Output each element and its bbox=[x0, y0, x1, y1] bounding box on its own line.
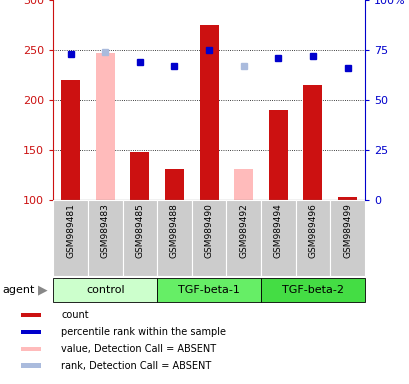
Bar bbox=[337, 197, 356, 200]
Bar bbox=[157, 278, 261, 302]
Bar bbox=[295, 200, 330, 276]
Bar bbox=[226, 200, 261, 276]
Bar bbox=[130, 152, 149, 200]
Text: agent: agent bbox=[2, 285, 34, 295]
Bar bbox=[157, 200, 191, 276]
Text: value, Detection Call = ABSENT: value, Detection Call = ABSENT bbox=[61, 344, 216, 354]
Bar bbox=[95, 53, 115, 200]
Bar bbox=[330, 200, 364, 276]
Bar bbox=[199, 25, 218, 200]
Bar bbox=[20, 329, 41, 334]
Text: count: count bbox=[61, 310, 89, 320]
Bar bbox=[268, 110, 287, 200]
Text: GSM989499: GSM989499 bbox=[342, 204, 351, 258]
Bar bbox=[261, 200, 295, 276]
Text: control: control bbox=[86, 285, 124, 295]
Bar bbox=[53, 278, 157, 302]
Text: GSM989481: GSM989481 bbox=[66, 204, 75, 258]
Text: rank, Detection Call = ABSENT: rank, Detection Call = ABSENT bbox=[61, 361, 211, 371]
Text: TGF-beta-1: TGF-beta-1 bbox=[178, 285, 239, 295]
Bar bbox=[122, 200, 157, 276]
Bar bbox=[234, 169, 253, 200]
Bar bbox=[164, 169, 184, 200]
Bar bbox=[20, 346, 41, 351]
Text: GSM989494: GSM989494 bbox=[273, 204, 282, 258]
Bar bbox=[20, 363, 41, 368]
Text: GSM989496: GSM989496 bbox=[308, 204, 317, 258]
Text: GSM989492: GSM989492 bbox=[238, 204, 247, 258]
Bar bbox=[261, 278, 364, 302]
Bar bbox=[53, 200, 88, 276]
Bar bbox=[61, 80, 80, 200]
Bar bbox=[88, 200, 122, 276]
Bar bbox=[191, 200, 226, 276]
Text: GSM989490: GSM989490 bbox=[204, 204, 213, 258]
Bar bbox=[303, 85, 322, 200]
Text: percentile rank within the sample: percentile rank within the sample bbox=[61, 327, 226, 337]
Text: ▶: ▶ bbox=[38, 283, 48, 296]
Bar bbox=[20, 313, 41, 317]
Text: TGF-beta-2: TGF-beta-2 bbox=[281, 285, 343, 295]
Text: GSM989483: GSM989483 bbox=[101, 204, 110, 258]
Text: GSM989488: GSM989488 bbox=[170, 204, 179, 258]
Text: GSM989485: GSM989485 bbox=[135, 204, 144, 258]
